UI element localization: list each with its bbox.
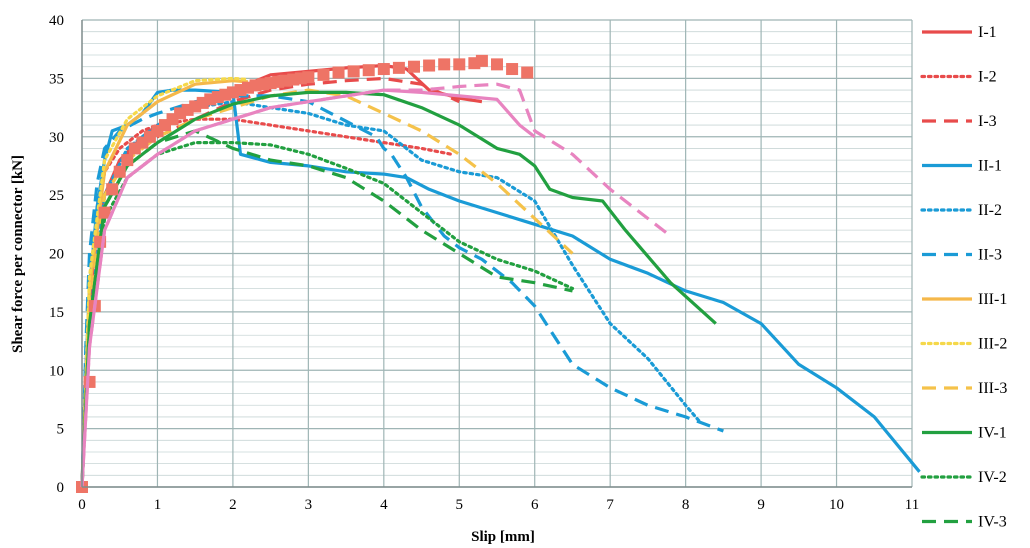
legend-label-III-1: III-1 — [978, 291, 1007, 308]
x-tick-label: 6 — [531, 497, 539, 513]
series-line-II-1 — [80, 88, 921, 488]
legend-label-II-2: II-2 — [978, 202, 1002, 219]
x-axis-label: Slip [mm] — [471, 529, 535, 545]
data-point-marker — [347, 65, 360, 78]
data-point-marker — [438, 58, 451, 71]
data-point-marker — [302, 71, 315, 84]
legend-label-III-3: III-3 — [978, 380, 1007, 397]
x-tick-label: 7 — [606, 497, 614, 513]
series-line-III-2 — [80, 76, 250, 489]
x-tick-label: 5 — [456, 497, 464, 513]
x-tick-label: 2 — [229, 497, 237, 513]
data-point-marker — [475, 54, 488, 67]
x-tick-label: 1 — [154, 497, 162, 513]
series-lines — [76, 54, 921, 493]
data-point-marker — [408, 60, 420, 73]
series-line-unlabeled-14 — [80, 82, 672, 488]
x-tick-label: 11 — [905, 497, 919, 513]
data-point-marker — [453, 58, 466, 71]
legend-label-I-3: I-3 — [978, 113, 997, 130]
data-point-marker — [98, 206, 111, 219]
legend: I-1 I-2 I-3 II-1 II-2 II-3 III-1 III-2 III-3 IV-1… — [920, 24, 1007, 531]
y-tick-label: 10 — [49, 363, 64, 379]
data-point-marker — [113, 165, 126, 178]
legend-label-I-1: I-1 — [978, 24, 997, 41]
x-tick-label: 4 — [380, 497, 388, 513]
legend-label-II-3: II-3 — [978, 247, 1002, 264]
data-point-marker — [521, 66, 534, 79]
data-point-marker — [332, 66, 345, 79]
data-point-marker — [106, 183, 119, 196]
legend-label-IV-3: IV-3 — [978, 514, 1007, 531]
data-point-marker — [83, 375, 96, 388]
series-line-IV-3 — [80, 129, 573, 488]
tick-labels: 0 1 2 3 4 5 6 7 8 9 10 11 0 5 10 15 20 25 30 35 40 — [49, 13, 919, 513]
y-tick-label: 0 — [57, 480, 65, 496]
x-tick-label: 8 — [682, 497, 690, 513]
x-tick-label: 0 — [78, 497, 86, 513]
y-tick-label: 15 — [49, 305, 64, 321]
data-point-marker — [423, 59, 436, 72]
y-tick-label: 25 — [49, 188, 64, 204]
data-point-marker — [392, 61, 405, 74]
data-point-marker — [377, 63, 390, 76]
series-line-IV-2 — [80, 141, 575, 489]
data-point-marker — [362, 64, 375, 77]
legend-label-IV-2: IV-2 — [978, 469, 1007, 486]
series-line-II-3 — [80, 94, 724, 488]
x-tick-label: 10 — [829, 497, 844, 513]
y-tick-label: 30 — [49, 130, 64, 146]
y-axis-label: Shear force per connector [kN] — [10, 155, 26, 353]
legend-label-III-2: III-2 — [978, 336, 1007, 353]
legend-label-I-2: I-2 — [978, 69, 997, 86]
x-tick-label: 9 — [757, 497, 765, 513]
data-point-marker — [121, 154, 134, 167]
y-tick-label: 20 — [49, 247, 64, 263]
x-tick-label: 3 — [305, 497, 313, 513]
series-line-I-2 — [80, 117, 454, 489]
legend-label-IV-1: IV-1 — [978, 425, 1007, 442]
y-tick-label: 40 — [49, 13, 64, 29]
data-point-marker — [468, 57, 481, 70]
data-point-marker — [491, 58, 503, 71]
data-point-marker — [317, 68, 330, 81]
legend-label-II-1: II-1 — [978, 158, 1002, 175]
series-line-I-1 — [80, 63, 483, 488]
axes — [81, 20, 912, 488]
y-tick-label: 35 — [49, 71, 64, 87]
y-tick-label: 5 — [57, 422, 65, 438]
series-line-IV-1 — [80, 90, 717, 488]
data-point-marker — [506, 63, 519, 76]
series-line-III-1 — [80, 79, 249, 488]
